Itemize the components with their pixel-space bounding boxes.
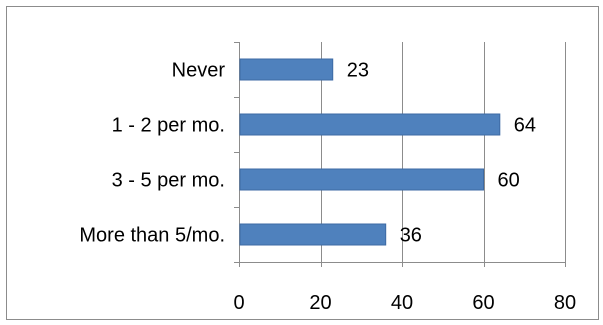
chart-frame <box>6 6 599 320</box>
data-label-4: 36 <box>400 225 422 247</box>
category-label-4: More than 5/mo. <box>79 225 225 247</box>
category-label-1: Never <box>172 60 226 82</box>
category-label-3: 3 - 5 per mo. <box>112 170 225 192</box>
x-tick-label-0: 0 <box>233 292 244 314</box>
bar-3 <box>239 168 484 191</box>
bar-1 <box>239 58 334 81</box>
x-tick-label-60: 60 <box>472 292 494 314</box>
data-label-2: 64 <box>514 115 536 137</box>
x-tick-label-20: 20 <box>309 292 331 314</box>
x-tick-label-80: 80 <box>554 292 576 314</box>
data-label-1: 23 <box>347 60 369 82</box>
category-label-2: 1 - 2 per mo. <box>112 115 225 137</box>
bar-2 <box>239 113 501 136</box>
bar-4 <box>239 223 387 246</box>
x-tick-label-40: 40 <box>391 292 413 314</box>
data-label-3: 60 <box>498 170 520 192</box>
